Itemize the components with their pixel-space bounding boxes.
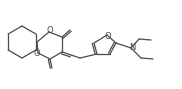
Text: N: N: [129, 43, 135, 52]
Text: O: O: [47, 26, 53, 35]
Text: O: O: [33, 49, 40, 58]
Text: O: O: [105, 32, 111, 41]
